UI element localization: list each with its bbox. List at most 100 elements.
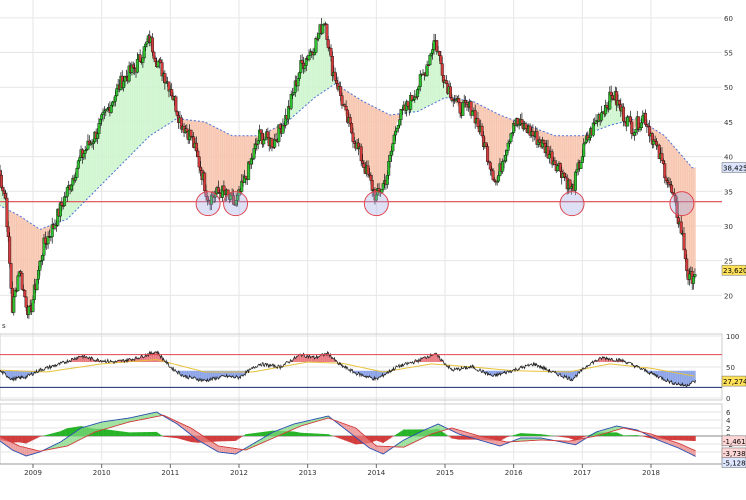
macd-hist-bar-pos: [514, 434, 516, 436]
macd-bull-fill: [114, 420, 116, 427]
macd-bull-fill: [302, 421, 304, 426]
macd-bear-fill: [655, 435, 657, 440]
macd-hist-bar-pos: [267, 431, 269, 436]
fill-below-ma: [364, 102, 366, 169]
macd-bull-fill: [92, 424, 93, 434]
macd-bull-fill: [276, 430, 278, 437]
candle-up: [31, 299, 35, 312]
candle-down: [325, 24, 329, 40]
rsi-overbought-fill: [79, 356, 81, 363]
macd-bear-fill: [658, 436, 660, 441]
macd-bear-fill: [214, 443, 216, 451]
macd-hist-bar-neg: [6, 436, 8, 442]
candle-up: [12, 296, 16, 313]
macd-hist-bar-neg: [353, 436, 356, 444]
candle-up: [63, 196, 67, 206]
macd-hist-bar-pos: [298, 432, 301, 436]
macd-bull-fill: [115, 419, 117, 426]
fill-above-ma: [322, 21, 324, 93]
fill-below-ma: [359, 99, 361, 156]
fill-above-ma: [614, 96, 616, 125]
fill-below-ma: [26, 220, 27, 306]
fill-below-ma: [228, 133, 229, 199]
macd-bull-fill: [127, 418, 129, 423]
macd-hist-bar-pos: [319, 433, 321, 436]
fill-above-ma: [321, 25, 323, 94]
rsi-oversold-fill: [233, 370, 235, 379]
macd-bull-fill: [306, 420, 308, 425]
macd-bull-fill: [291, 424, 293, 430]
macd-hist-bar-pos: [297, 432, 299, 436]
fill-below-ma: [580, 135, 582, 160]
macd-hist-bar-neg: [15, 436, 18, 443]
macd-bear-fill: [474, 434, 476, 439]
macd-bear-fill: [571, 440, 573, 445]
fill-below-ma: [17, 214, 19, 276]
macd-bear-fill: [462, 431, 463, 436]
macd-hist-bar-neg: [383, 436, 386, 443]
fill-above-ma: [309, 51, 311, 102]
macd-hist-bar-pos: [321, 433, 324, 436]
macd-hist-bar-neg: [503, 436, 505, 439]
fill-above-ma: [81, 155, 82, 206]
macd-hist-bar-neg: [670, 436, 673, 440]
macd-hist-bar-pos: [246, 434, 249, 436]
macd-bull-fill: [611, 427, 612, 432]
macd-hist-bar-pos: [264, 431, 266, 436]
macd-hist-bar-pos: [614, 432, 617, 436]
macd-bull-fill: [595, 432, 597, 437]
price-tick-label: 50: [724, 84, 733, 92]
macd-hist-bar-neg: [449, 436, 452, 438]
macd-hist-bar-pos: [324, 434, 327, 436]
rsi-overbought-fill: [311, 356, 312, 363]
macd-hist-bar-pos: [48, 434, 51, 436]
price-tick-label: 60: [724, 15, 733, 23]
fill-above-ma: [157, 62, 159, 131]
fill-below-ma: [558, 135, 560, 168]
rsi-oversold-fill: [197, 370, 198, 381]
macd-hist-bar-neg: [560, 436, 563, 437]
macd-hist-bar-neg: [679, 436, 681, 441]
macd-hist-bar-pos: [293, 431, 295, 436]
candle-down: [348, 117, 352, 124]
macd-bull-fill: [64, 438, 66, 447]
macd-bull-fill: [537, 438, 539, 441]
macd-hist-bar-pos: [396, 433, 398, 436]
fill-below-ma: [248, 135, 250, 170]
fill-below-ma: [17, 214, 18, 281]
macd-bull-fill: [116, 419, 118, 426]
macd-bear-fill: [11, 442, 13, 450]
candle-up: [582, 143, 586, 157]
rsi-oversold-fill: [202, 370, 204, 381]
macd-value-badges: -1,4613-3,7380-5,1286: [721, 435, 746, 468]
fill-below-ma: [215, 127, 217, 195]
macd-bear-fill: [672, 441, 673, 446]
macd-bull-fill: [65, 437, 67, 447]
rsi-overbought-fill: [302, 353, 304, 363]
macd-hist-bar-neg: [39, 436, 41, 437]
macd-hist-bar-neg: [463, 436, 466, 440]
macd-bear-fill: [668, 439, 669, 445]
fill-below-ma: [385, 112, 386, 181]
macd-bear-fill: [195, 430, 196, 439]
macd-bear-fill: [653, 434, 654, 438]
fill-below-ma: [561, 135, 562, 171]
macd-hist-bar-neg: [18, 436, 21, 443]
rsi-oversold-fill: [681, 370, 683, 386]
macd-hist-bar-neg: [220, 436, 222, 442]
fill-below-ma: [225, 132, 227, 197]
fill-above-ma: [89, 143, 90, 197]
macd-bull-fill: [80, 428, 82, 440]
fill-above-ma: [618, 103, 619, 124]
rsi-oversold-fill: [11, 370, 13, 380]
fill-below-ma: [563, 135, 565, 177]
candle-down: [196, 150, 200, 157]
candle-down: [359, 146, 363, 162]
macd-bear-fill: [208, 439, 210, 447]
fill-above-ma: [138, 59, 140, 147]
rsi-oversold-fill: [372, 370, 374, 381]
macd-bull-fill: [150, 413, 152, 418]
macd-bear-fill: [377, 446, 379, 452]
macd-bull-fill: [534, 438, 535, 441]
macd-bull-fill: [425, 429, 426, 437]
